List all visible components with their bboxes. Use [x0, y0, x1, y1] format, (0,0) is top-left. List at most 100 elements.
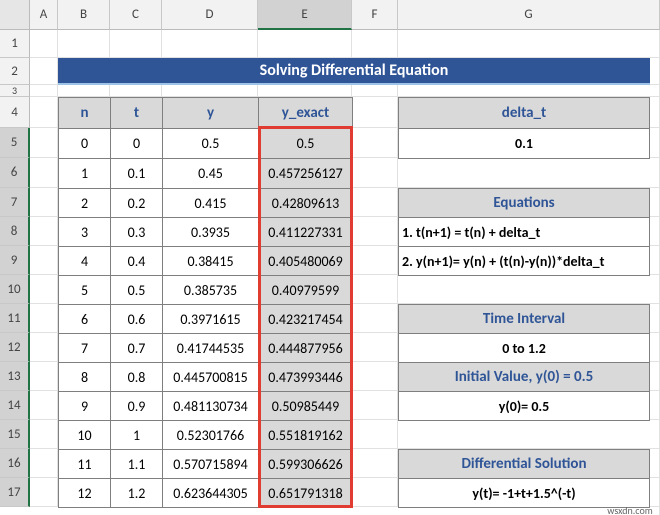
table-cell: 0.5: [162, 128, 259, 159]
column-header[interactable]: B: [58, 0, 110, 30]
row-header[interactable]: 4: [0, 97, 30, 128]
table-cell: 3: [58, 217, 111, 247]
grid-cell: [352, 30, 398, 58]
grid-cell: [352, 304, 398, 333]
table-cell: 1.2: [110, 478, 163, 508]
grid-cell: [352, 391, 398, 420]
table-cell: 0.570715894: [162, 449, 259, 479]
table-cell: 1.1: [110, 449, 163, 479]
grid-cell: [30, 188, 58, 217]
grid-cell: [398, 420, 660, 449]
row-header[interactable]: 3: [0, 85, 30, 97]
grid-cell: [30, 507, 660, 515]
row-header[interactable]: 6: [0, 158, 30, 188]
grid-cell: [30, 246, 58, 275]
table-cell: 11: [58, 449, 111, 479]
table-cell: 0.7: [110, 333, 163, 363]
grid-cell: [352, 333, 398, 362]
grid-cell: [162, 85, 258, 97]
table-cell: 0.38415: [162, 246, 259, 276]
grid-cell: [352, 97, 398, 128]
table-cell: 4: [58, 246, 111, 276]
column-header[interactable]: A: [30, 0, 58, 30]
row-header[interactable]: 15: [0, 420, 30, 449]
panel-cell: 0.1: [398, 128, 650, 159]
panel-header: Equations: [398, 188, 650, 218]
row-header[interactable]: 16: [0, 449, 30, 478]
row-header[interactable]: 5: [0, 128, 30, 158]
row-header[interactable]: 13: [0, 362, 30, 391]
table-cell[interactable]: 0.50985449: [258, 391, 353, 421]
column-header[interactable]: E: [258, 0, 352, 30]
selection-box: [258, 126, 353, 508]
table-cell[interactable]: 0.599306626: [258, 449, 353, 479]
row-header[interactable]: 2: [0, 58, 30, 85]
table-cell: 1: [58, 158, 111, 189]
grid-cell: [30, 217, 58, 246]
column-header[interactable]: F: [352, 0, 398, 30]
panel-cell: y(0)= 0.5: [398, 391, 650, 421]
table-cell: 0.4: [110, 246, 163, 276]
panel-header: delta_t: [398, 97, 650, 129]
table-cell[interactable]: 0.40979599: [258, 275, 353, 305]
table-cell: 0.623644305: [162, 478, 259, 508]
table-cell: 0.45: [162, 158, 259, 189]
table-cell[interactable]: 0.457256127: [258, 158, 353, 189]
grid-cell: [30, 304, 58, 333]
row-header[interactable]: 12: [0, 333, 30, 362]
grid-cell: [58, 85, 110, 97]
table-cell: 0.481130734: [162, 391, 259, 421]
table-cell: 7: [58, 333, 111, 363]
table-cell: 0: [110, 128, 163, 159]
grid-cell: [352, 217, 398, 246]
table-cell: 0.385735: [162, 275, 259, 305]
table-header: n: [58, 97, 111, 129]
grid-cell: [352, 246, 398, 275]
table-cell: 0.3971615: [162, 304, 259, 334]
row-header[interactable]: 8: [0, 217, 30, 246]
table-cell[interactable]: 0.423217454: [258, 304, 353, 334]
title: Solving Differential Equation: [58, 58, 650, 85]
row-header[interactable]: 7: [0, 188, 30, 217]
row-header[interactable]: 10: [0, 275, 30, 304]
grid-cell: [398, 85, 660, 97]
corner: [0, 0, 30, 30]
grid-cell: [352, 449, 398, 478]
table-cell: 0.8: [110, 362, 163, 392]
grid-cell: [30, 85, 58, 97]
row-header[interactable]: 11: [0, 304, 30, 333]
row-header[interactable]: 1: [0, 30, 30, 58]
row-header[interactable]: 17: [0, 478, 30, 507]
grid-cell: [30, 333, 58, 362]
grid-cell: [110, 30, 162, 58]
table-cell[interactable]: 0.42809613: [258, 188, 353, 218]
grid-cell: [30, 362, 58, 391]
row-header[interactable]: 14: [0, 391, 30, 420]
table-cell: 9: [58, 391, 111, 421]
grid-cell: [352, 188, 398, 217]
grid-cell: [352, 420, 398, 449]
column-header[interactable]: G: [398, 0, 660, 30]
grid-cell: [352, 362, 398, 391]
column-header[interactable]: C: [110, 0, 162, 30]
column-header[interactable]: D: [162, 0, 258, 30]
table-cell: 0.9: [110, 391, 163, 421]
row-header[interactable]: 9: [0, 246, 30, 275]
panel-cell: 0 to 1.2: [398, 333, 650, 363]
grid-cell: [258, 30, 352, 58]
grid-cell: [30, 158, 58, 188]
table-cell[interactable]: 0.651791318: [258, 478, 353, 508]
table-cell: 0.5: [110, 275, 163, 305]
table-cell: 2: [58, 188, 111, 218]
table-cell[interactable]: 0.5: [258, 128, 353, 159]
table-header: y: [162, 97, 259, 129]
table-header: t: [110, 97, 163, 129]
grid-cell: [398, 275, 660, 304]
grid-cell: [352, 128, 398, 158]
table-cell: 0.6: [110, 304, 163, 334]
table-cell: 0.415: [162, 188, 259, 218]
grid-cell: [30, 58, 58, 85]
grid-cell: [352, 275, 398, 304]
table-cell: 1: [110, 420, 163, 450]
grid-cell: [30, 128, 58, 158]
